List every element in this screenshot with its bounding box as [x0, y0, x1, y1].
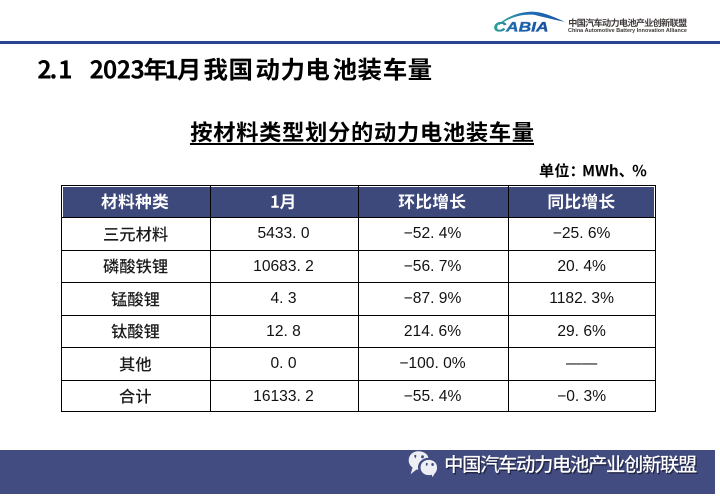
svg-text:CABIA: CABIA	[494, 19, 549, 35]
